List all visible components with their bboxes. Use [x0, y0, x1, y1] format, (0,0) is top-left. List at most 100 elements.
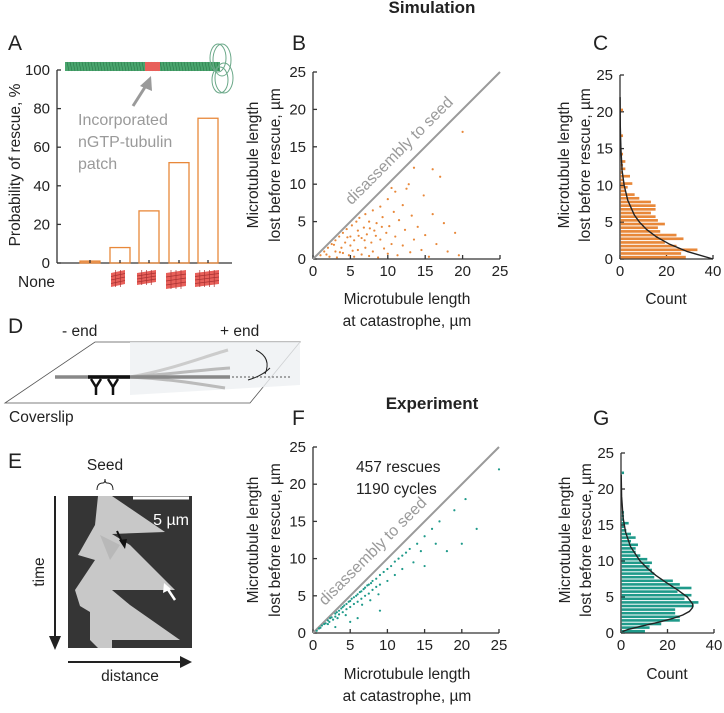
- histogram-bar: [620, 211, 651, 215]
- data-point: [337, 613, 341, 616]
- data-point: [350, 597, 353, 600]
- header-simulation: Simulation: [389, 0, 476, 17]
- data-point: [334, 625, 337, 629]
- data-point: [355, 594, 358, 597]
- histogram-bar: [621, 471, 625, 475]
- y-tick-label: 10: [597, 553, 614, 570]
- coverslip-diagram: [3, 341, 301, 404]
- data-point: [378, 573, 382, 577]
- y-axis-label: Microtubule length: [557, 477, 574, 604]
- y-tick-label: 25: [289, 439, 306, 456]
- x-tick-label: 5: [346, 637, 354, 654]
- histogram-bar: [621, 575, 655, 579]
- histogram-bar: [620, 244, 677, 248]
- y-axis-label: Microtubule length: [556, 102, 573, 229]
- data-point: [454, 231, 457, 234]
- data-point: [364, 246, 367, 249]
- y-tick-label: 15: [289, 513, 306, 530]
- data-point: [349, 605, 352, 609]
- data-point: [412, 561, 415, 564]
- data-point: [334, 239, 337, 242]
- x-tick-label: 25: [491, 637, 508, 654]
- histogram-bar: [621, 536, 636, 539]
- panel-letter-c: C: [593, 32, 608, 55]
- y-tick-label: 0: [42, 255, 50, 272]
- data-point: [371, 579, 374, 583]
- minus-end-label: - end: [62, 323, 97, 340]
- data-point: [319, 626, 322, 629]
- data-point: [371, 588, 374, 591]
- data-point: [319, 254, 322, 257]
- data-point: [351, 249, 354, 252]
- histogram-bar: [621, 565, 650, 568]
- data-point: [404, 551, 408, 554]
- histogram-bar: [620, 237, 684, 241]
- data-point: [373, 229, 376, 232]
- data-point: [326, 246, 330, 249]
- data-point: [356, 248, 359, 252]
- data-point: [350, 224, 353, 227]
- x-tick-label: 20: [659, 637, 676, 654]
- patch-arrow-icon: [131, 76, 152, 107]
- data-point: [330, 242, 333, 246]
- data-point: [341, 605, 344, 609]
- time-arrow-icon: [49, 496, 61, 650]
- data-point: [375, 221, 378, 225]
- data-point: [334, 615, 337, 618]
- data-point: [325, 253, 328, 256]
- axes-f: 0 5 10 15 20 25 0 5 10 15 20 25: [289, 439, 507, 654]
- histogram-bar: [620, 174, 630, 178]
- data-point: [344, 241, 347, 244]
- histogram-bar: [621, 629, 645, 633]
- data-point: [393, 560, 396, 563]
- data-point: [379, 205, 382, 208]
- histogram-bar: [621, 583, 680, 586]
- x-axis-label: Count: [646, 666, 688, 683]
- data-point: [394, 235, 397, 238]
- data-point: [397, 219, 401, 222]
- y-tick-label: 10: [596, 177, 613, 194]
- data-point: [405, 187, 408, 190]
- x-tick-label: 15: [417, 263, 434, 280]
- histogram-bar: [620, 200, 651, 204]
- data-point: [344, 614, 347, 617]
- y-axis-label: Microtubule length: [245, 477, 262, 604]
- y-tick-label: 20: [289, 101, 306, 118]
- panel-letter-b: B: [292, 32, 306, 55]
- data-point: [324, 622, 327, 625]
- x-tick-label: 0: [309, 263, 317, 280]
- data-point: [416, 225, 419, 228]
- histogram-bar: [621, 597, 685, 601]
- data-point: [419, 550, 422, 553]
- data-point: [380, 225, 383, 228]
- histogram-bar: [621, 615, 680, 619]
- data-point: [388, 224, 391, 228]
- data-point: [439, 175, 442, 178]
- y-tick-label: 60: [33, 139, 50, 156]
- patch-icon: [110, 270, 126, 287]
- data-point: [407, 183, 410, 186]
- data-point: [335, 256, 339, 259]
- data-point: [363, 586, 367, 589]
- y-tick-label: 15: [289, 139, 306, 156]
- y-tick-label: 20: [596, 104, 613, 121]
- histogram-bar: [621, 593, 692, 597]
- scale-bar-label: 5 µm: [153, 512, 189, 529]
- distance-label: distance: [101, 668, 159, 685]
- data-point: [352, 596, 356, 599]
- y-axis-label: lost before rescue, µm: [267, 88, 284, 242]
- data-point: [370, 241, 373, 244]
- histogram-bar: [621, 572, 655, 575]
- y-tick-label: 10: [289, 176, 306, 193]
- histogram-bar: [621, 622, 662, 626]
- data-point: [390, 564, 393, 568]
- diagonal-line: [312, 446, 500, 634]
- panel-letter-a: A: [8, 32, 22, 55]
- cycles-count: 1190 cycles: [356, 481, 437, 498]
- y-tick-label: 5: [606, 589, 614, 606]
- y-tick-label: 100: [25, 62, 50, 79]
- histogram-bar: [620, 222, 665, 226]
- data-point: [368, 220, 371, 223]
- histogram-bar: [620, 207, 656, 211]
- histogram-bar: [621, 601, 699, 604]
